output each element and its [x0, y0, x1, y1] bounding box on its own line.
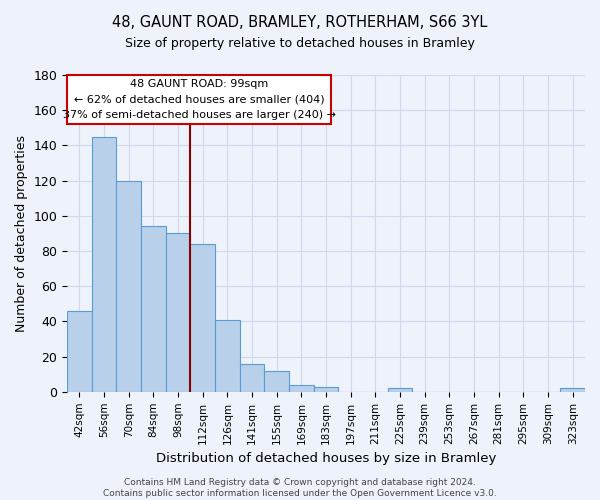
Bar [314, 386, 338, 392]
Bar [116, 180, 141, 392]
X-axis label: Distribution of detached houses by size in Bramley: Distribution of detached houses by size … [156, 452, 496, 465]
FancyBboxPatch shape [67, 75, 331, 124]
Bar [166, 234, 190, 392]
Bar [289, 385, 314, 392]
Bar [190, 244, 215, 392]
Bar [265, 370, 289, 392]
Bar [240, 364, 265, 392]
Text: 48, GAUNT ROAD, BRAMLEY, ROTHERHAM, S66 3YL: 48, GAUNT ROAD, BRAMLEY, ROTHERHAM, S66 … [112, 15, 488, 30]
Bar [560, 388, 585, 392]
Bar [388, 388, 412, 392]
Text: 48 GAUNT ROAD: 99sqm
← 62% of detached houses are smaller (404)
37% of semi-deta: 48 GAUNT ROAD: 99sqm ← 62% of detached h… [62, 79, 335, 120]
Bar [141, 226, 166, 392]
Y-axis label: Number of detached properties: Number of detached properties [15, 135, 28, 332]
Bar [67, 311, 92, 392]
Text: Size of property relative to detached houses in Bramley: Size of property relative to detached ho… [125, 38, 475, 51]
Text: Contains HM Land Registry data © Crown copyright and database right 2024.
Contai: Contains HM Land Registry data © Crown c… [103, 478, 497, 498]
Bar [215, 320, 240, 392]
Bar [92, 136, 116, 392]
